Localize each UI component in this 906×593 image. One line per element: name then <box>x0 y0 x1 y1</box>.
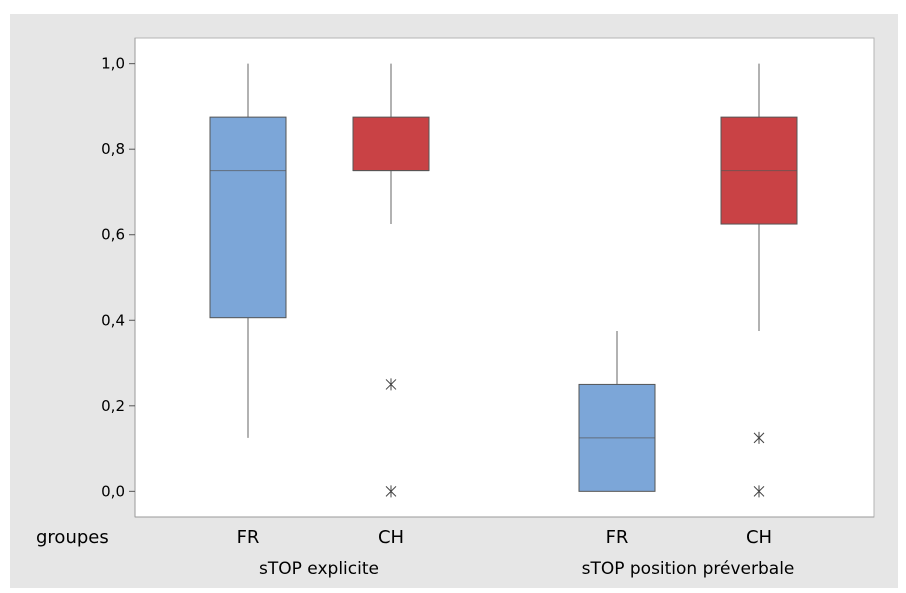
iqr-box <box>209 116 287 319</box>
outlier-marker <box>753 431 765 444</box>
y-tick-label: 0,4 <box>101 311 125 329</box>
iqr-box <box>352 116 430 172</box>
outlier-marker <box>385 485 397 498</box>
y-tick-label: 0,8 <box>101 140 125 158</box>
y-tick-label: 0,2 <box>101 397 125 415</box>
x-axis-labels: FR CH sTOP explicite FR CH sTOP position prév… <box>237 527 795 579</box>
y-tick-label: 1,0 <box>101 55 125 73</box>
x-group-label: sTOP position préverbale <box>582 559 795 579</box>
outlier-marker <box>753 485 765 498</box>
box-stop-position-pr-verbale-fr <box>578 330 656 492</box>
y-tick-label: 0,6 <box>101 226 125 244</box>
x-category-label: CH <box>746 527 772 548</box>
chart-figure: 0,0 0,2 0,4 0,6 0,8 1,0 FR CH sTOP explicite FR C… <box>10 14 898 588</box>
y-tick-label: 0,0 <box>101 482 125 500</box>
y-axis-ticks: 0,0 0,2 0,4 0,6 0,8 1,0 <box>101 55 135 500</box>
outlier-marker <box>385 378 397 391</box>
x-category-label: CH <box>378 527 404 548</box>
row-label-groupes: groupes <box>36 527 109 548</box>
box-stop-position-pr-verbale-ch <box>720 63 798 498</box>
boxes-layer <box>209 63 798 498</box>
x-group-label: sTOP explicite <box>259 559 379 579</box>
box-stop-explicite-ch <box>352 63 430 498</box>
x-category-label: FR <box>606 527 629 548</box>
x-category-label: FR <box>237 527 260 548</box>
boxplot-chart: 0,0 0,2 0,4 0,6 0,8 1,0 FR CH sTOP explicite FR C… <box>36 37 875 579</box>
box-stop-explicite-fr <box>209 63 287 438</box>
